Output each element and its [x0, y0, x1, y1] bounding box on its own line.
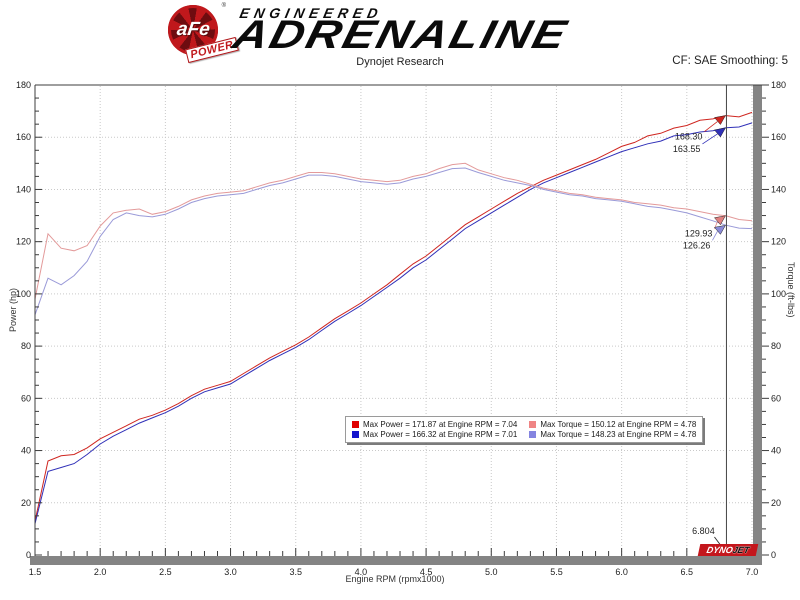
- afe-power-logo: aFe ® POWER: [166, 3, 239, 64]
- max-values-legend: Max Power = 171.87 at Engine RPM = 7.04 M…: [345, 416, 704, 443]
- rpm-tick-label: 4.0: [355, 567, 368, 577]
- rpm-tick-label: 6.0: [615, 567, 628, 577]
- rpm-tick-label: 5.0: [485, 567, 498, 577]
- legend-label: Max Torque = 148.23 at Engine RPM = 4.78: [540, 430, 697, 439]
- torque-tick-label: 60: [771, 393, 781, 403]
- power-tick-label: 120: [16, 237, 31, 247]
- cursor-arrow-torque-pink: [713, 215, 726, 226]
- power-tick-label: 180: [16, 80, 31, 90]
- torque-tick-label: 160: [771, 132, 786, 142]
- power-tick-label: 140: [16, 184, 31, 194]
- legend-label: Max Power = 171.87 at Engine RPM = 7.04: [363, 420, 518, 429]
- dynojet-logo-jet: JET: [731, 545, 751, 555]
- rpm-tick-label: 4.5: [420, 567, 433, 577]
- cursor-value-torque-lightblue: 126.26: [683, 240, 711, 250]
- rpm-tick-label: 7.0: [746, 567, 759, 577]
- power-tick-label: 20: [21, 498, 31, 508]
- torque-tick-label: 40: [771, 446, 781, 456]
- power-tick-label: 160: [16, 132, 31, 142]
- marker-leader: [704, 121, 718, 132]
- legend-swatch-icon: [529, 431, 537, 438]
- rpm-axis-title: Engine RPM (rpmx1000): [345, 574, 445, 584]
- curve-power-red: [34, 111, 753, 522]
- power-tick-label: 80: [21, 341, 31, 351]
- right-axis-bar: [753, 85, 762, 565]
- correction-factor-label: CF: SAE Smoothing: 5: [672, 55, 788, 67]
- curve-torque-lightblue: [34, 167, 753, 315]
- cursor-value-power-blue: 163.55: [673, 144, 701, 154]
- rpm-tick-label: 1.5: [29, 567, 42, 577]
- power-axis-title: Power (hp): [8, 287, 18, 332]
- cursor-arrow-power-red: [713, 115, 726, 125]
- torque-tick-label: 80: [771, 341, 781, 351]
- cursor-value-torque-pink: 129.93: [685, 229, 713, 239]
- torque-tick-label: 0: [771, 550, 776, 560]
- power-tick-label: 40: [21, 446, 31, 456]
- marker-leader: [712, 231, 718, 241]
- legend-label: Max Torque = 150.12 at Engine RPM = 4.78: [540, 420, 697, 429]
- rpm-tick-label: 2.5: [159, 567, 172, 577]
- legend-swatch-icon: [352, 431, 359, 438]
- cursor-arrow-torque-lightblue: [713, 224, 726, 235]
- legend-swatch-icon: [529, 421, 537, 428]
- rpm-tick-label: 5.5: [550, 567, 563, 577]
- rpm-tick-label: 3.5: [289, 567, 302, 577]
- dynojet-research-subtitle: Dynojet Research: [356, 56, 444, 68]
- rpm-tick-label: 3.0: [224, 567, 237, 577]
- power-tick-label: 0: [26, 550, 31, 560]
- cursor-value-power-red: 168.30: [675, 132, 703, 142]
- torque-tick-label: 100: [771, 289, 786, 299]
- torque-tick-label: 20: [771, 498, 781, 508]
- registered-trademark-icon: ®: [221, 3, 226, 9]
- legend-entry: Max Power = 171.87 at Engine RPM = 7.04: [352, 420, 517, 429]
- torque-axis-title: Torque (ft-lbs): [786, 262, 796, 318]
- x-axis-bar: [30, 556, 762, 565]
- curve-power-blue: [34, 122, 753, 524]
- legend-entry: Max Power = 166.32 at Engine RPM = 7.01: [352, 430, 517, 439]
- rpm-tick-label: 6.5: [681, 567, 694, 577]
- cursor-arrow-power-blue: [713, 127, 726, 138]
- marker-leader: [702, 133, 718, 145]
- torque-tick-label: 180: [771, 80, 786, 90]
- legend-entry: Max Torque = 148.23 at Engine RPM = 4.78: [529, 430, 696, 439]
- legend-entry: Max Torque = 150.12 at Engine RPM = 4.78: [529, 420, 696, 429]
- power-tick-label: 60: [21, 393, 31, 403]
- torque-tick-label: 120: [771, 237, 786, 247]
- power-tick-label: 100: [16, 289, 31, 299]
- rpm-tick-label: 2.0: [94, 567, 107, 577]
- legend-swatch-icon: [352, 421, 359, 428]
- torque-tick-label: 140: [771, 184, 786, 194]
- curve-torque-pink: [34, 162, 753, 300]
- dynojet-logo: DYNO JET: [697, 544, 759, 556]
- dynojet-logo-dyno: DYNO: [705, 545, 734, 555]
- cursor-rpm-label: 6.804: [692, 526, 715, 536]
- legend-label: Max Power = 166.32 at Engine RPM = 7.01: [363, 430, 518, 439]
